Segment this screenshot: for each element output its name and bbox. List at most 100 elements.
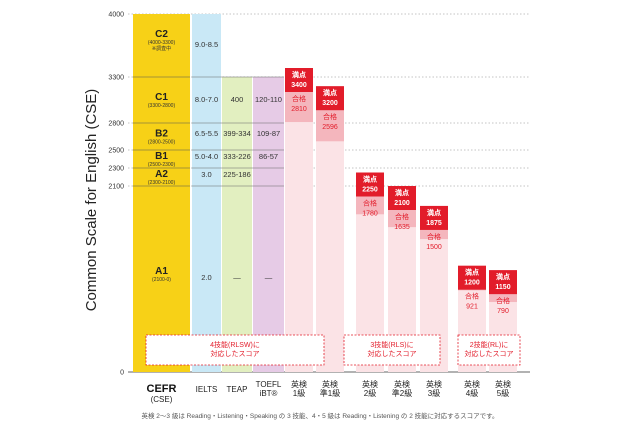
eiken-pass-label: 合格	[427, 232, 441, 241]
y-tick-label: 2300	[108, 166, 124, 173]
teap-score: —	[233, 273, 241, 282]
x-label-eiken: 英検	[322, 379, 338, 389]
toefl-score: 120-110	[255, 95, 282, 104]
x-label-cefr-sub: (CSE)	[151, 395, 173, 404]
cefr-column	[133, 14, 190, 372]
teap-score: 400	[231, 95, 244, 104]
footnote: 英検 2～3 級は Reading・Listening・Speaking の 3…	[142, 411, 499, 420]
eiken-perfect-label: 満点	[465, 268, 479, 277]
cefr-level-range: (2300-2100)	[148, 180, 176, 186]
score-scope-annotation	[457, 334, 521, 366]
y-tick-label: 4000	[108, 12, 124, 19]
annotation-text: 4技能(RLSW)に	[210, 340, 260, 349]
ielts-score: 6.5-5.5	[195, 129, 218, 138]
annotation-text: 3技能(RLS)に	[370, 340, 413, 349]
cefr-level-label: C1	[155, 92, 168, 103]
eiken-pass-value: 2810	[291, 106, 307, 113]
cefr-level-range: (2500-2300)	[148, 162, 176, 168]
x-label-eiken: 英検	[495, 379, 511, 389]
y-tick-label: 2100	[108, 184, 124, 191]
eiken-pass-value: 790	[497, 308, 509, 315]
x-label-eiken: 英検	[426, 379, 442, 389]
eiken-perfect-block	[420, 205, 448, 230]
eiken-pass-value: 1635	[394, 224, 410, 231]
eiken-perfect-label: 満点	[395, 188, 409, 197]
ielts-score: 8.0-7.0	[195, 95, 218, 104]
x-label-eiken: 2級	[364, 388, 376, 398]
eiken-pass-label: 合格	[323, 112, 337, 121]
cefr-level-label: A2	[155, 169, 168, 180]
eiken-perfect-value: 1875	[426, 220, 442, 227]
y-tick-label: 2500	[108, 148, 124, 155]
annotation-text: 対応したスコア	[465, 349, 514, 358]
eiken-perfect-value: 2100	[394, 200, 410, 207]
eiken-perfect-label: 満点	[323, 88, 337, 97]
annotation-text: 対応したスコア	[368, 349, 417, 358]
x-label-cefr: CEFR	[147, 383, 177, 395]
eiken-perfect-value: 3200	[322, 100, 338, 107]
score-scope-annotation	[343, 334, 441, 366]
eiken-pass-label: 合格	[292, 94, 306, 103]
annotation-text: 2技能(RL)に	[470, 340, 509, 349]
eiken-perfect-label: 満点	[427, 208, 441, 217]
x-label-eiken: 英検	[362, 379, 378, 389]
cefr-level-range: (3300-2800)	[148, 103, 176, 109]
eiken-pass-value: 1500	[426, 244, 442, 251]
ielts-score: 2.0	[201, 273, 211, 282]
teap-column	[222, 77, 252, 372]
eiken-perfect-value: 3400	[291, 82, 307, 89]
eiken-pass-range	[316, 141, 344, 372]
y-tick-label: 2800	[108, 121, 124, 128]
eiken-perfect-label: 満点	[496, 272, 510, 281]
eiken-pass-label: 合格	[496, 296, 510, 305]
x-label-eiken: 4級	[466, 388, 478, 398]
toefl-score: 109-87	[257, 129, 280, 138]
y-tick-label: 3300	[108, 75, 124, 82]
toefl-score: —	[265, 273, 273, 282]
eiken-bar	[420, 205, 448, 372]
annotation-text: 対応したスコア	[211, 349, 260, 358]
x-label-toefl: iBT®	[260, 389, 278, 398]
x-label-eiken: 3級	[428, 388, 440, 398]
cefr-level-range: (2100-0)	[152, 277, 171, 283]
eiken-pass-label: 合格	[395, 212, 409, 221]
eiken-perfect-block	[388, 186, 416, 210]
eiken-pass-value: 2596	[322, 124, 338, 131]
teap-score: 333-226	[223, 152, 251, 161]
x-label-eiken: 英検	[464, 379, 480, 389]
cefr-level-note: ※調査中	[152, 45, 171, 52]
eiken-pass-label: 合格	[363, 199, 377, 208]
cefr-level-range: (4000-3300)	[148, 40, 176, 46]
y-tick-label: 0	[120, 370, 124, 377]
score-scope-annotation	[145, 334, 325, 366]
eiken-perfect-block	[489, 270, 517, 295]
cefr-level-label: A1	[155, 266, 168, 277]
eiken-perfect-block	[458, 265, 486, 290]
teap-score: 399-334	[223, 129, 251, 138]
x-label-toefl: TOEFL	[256, 380, 282, 389]
eiken-pass-range	[285, 122, 313, 372]
eiken-bar	[285, 68, 313, 372]
ielts-column	[192, 14, 221, 372]
eiken-pass-value: 921	[466, 304, 478, 311]
x-label-eiken: 1級	[293, 388, 305, 398]
eiken-perfect-value: 2250	[362, 187, 378, 194]
toefl-column	[253, 77, 284, 372]
x-label-teap: TEAP	[227, 385, 248, 394]
y-axis-title: Common Scale for English (CSE)	[83, 89, 100, 312]
eiken-perfect-label: 満点	[363, 175, 377, 184]
x-label-eiken: 英検	[394, 379, 410, 389]
eiken-pass-value: 1780	[362, 211, 378, 218]
x-label-ielts: IELTS	[196, 385, 218, 394]
teap-score: 225-186	[223, 170, 251, 179]
eiken-perfect-value: 1200	[464, 280, 480, 287]
x-label-eiken: 英検	[291, 379, 307, 389]
cefr-level-label: B1	[155, 151, 168, 162]
cefr-level-label: B2	[155, 129, 168, 140]
x-label-eiken: 5級	[497, 388, 509, 398]
cefr-level-range: (2800-2500)	[148, 140, 176, 146]
x-label-eiken: 準2級	[392, 388, 412, 398]
ielts-score: 3.0	[201, 170, 211, 179]
toefl-score: 86-57	[259, 152, 278, 161]
ielts-score: 9.0-8.5	[195, 40, 218, 49]
